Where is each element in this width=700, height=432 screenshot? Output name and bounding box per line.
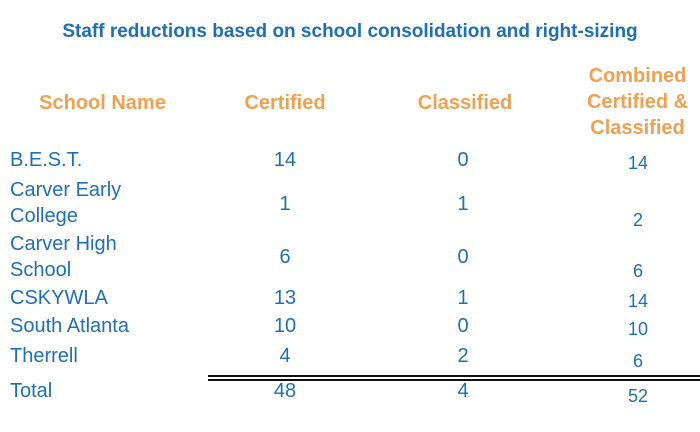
row-combined: 10: [627, 319, 649, 339]
row-certified: 10: [273, 315, 297, 337]
row-certified: 6: [279, 246, 291, 268]
row-combined: 14: [627, 291, 649, 311]
row-certified: 4: [279, 345, 291, 367]
row-classified: 1: [457, 287, 469, 309]
row-school-name: CSKYWLA: [10, 287, 108, 309]
row-classified: 0: [457, 315, 469, 337]
row-school-name: Carver High School: [10, 233, 117, 281]
total-label: Total: [10, 380, 53, 402]
total-divider-line: [208, 375, 700, 377]
total-classified: 4: [457, 380, 469, 402]
page-title: Staff reductions based on school consoli…: [62, 21, 638, 42]
row-certified: 13: [273, 287, 297, 309]
total-divider-line: [208, 379, 700, 381]
row-combined: 6: [632, 351, 643, 371]
total-certified: 48: [273, 380, 297, 402]
row-combined: 14: [627, 153, 649, 173]
row-school-name: South Atlanta: [10, 315, 129, 337]
row-classified: 0: [457, 246, 469, 268]
row-certified: 1: [279, 193, 291, 215]
row-combined: 6: [632, 261, 643, 281]
row-classified: 1: [457, 193, 469, 215]
total-combined: 52: [627, 386, 649, 406]
row-classified: 0: [457, 149, 469, 171]
row-school-name: Therrell: [10, 345, 78, 367]
row-school-name: Carver Early College: [10, 179, 122, 227]
header-classified: Classified: [417, 92, 513, 114]
row-classified: 2: [457, 345, 469, 367]
row-certified: 14: [273, 149, 297, 171]
row-combined: 2: [632, 210, 643, 230]
header-certified: Certified: [244, 92, 326, 114]
header-school-name: School Name: [39, 92, 166, 114]
row-school-name: B.E.S.T.: [10, 149, 83, 171]
header-combined: Combined Certified & Classified: [586, 65, 689, 139]
